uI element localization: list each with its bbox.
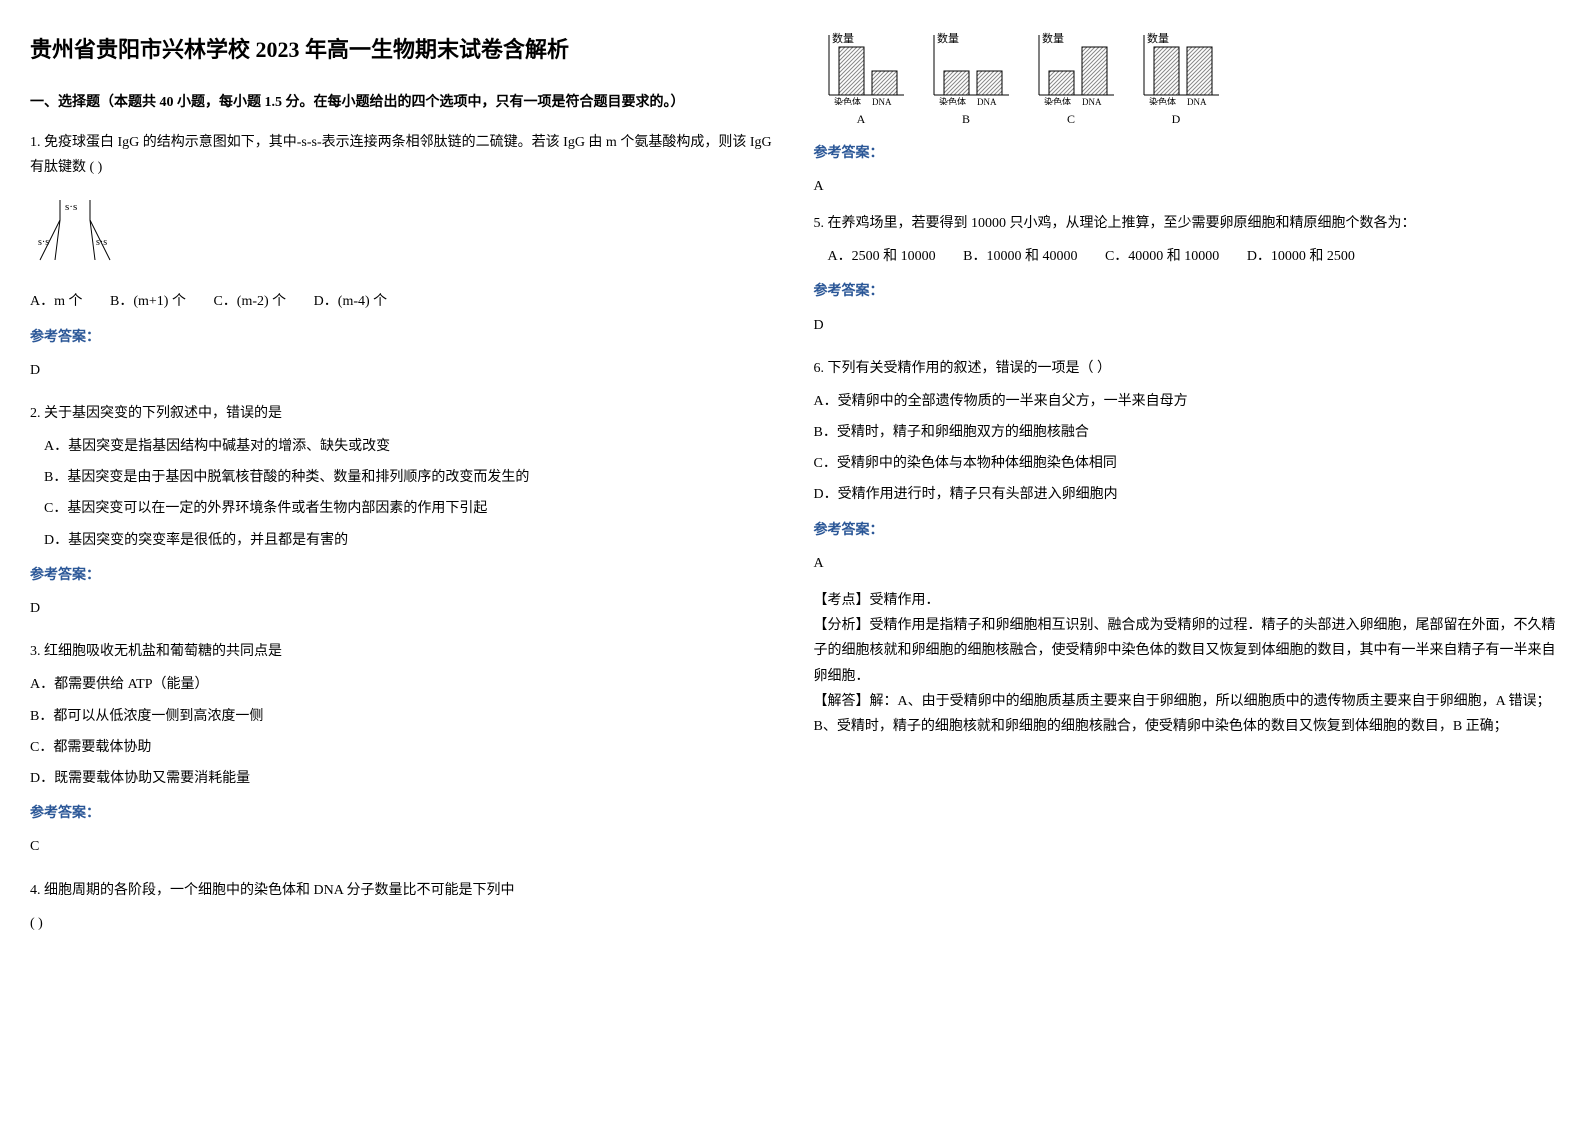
q2-optB: B．基因突变是由于基因中脱氧核苷酸的种类、数量和排列顺序的改变而发生的 [30, 465, 774, 490]
q6-jieda2: B、受精时，精子的细胞核就和卵细胞的细胞核融合，使受精卵中染色体的数目又恢复到体… [814, 714, 1558, 739]
q6-jieda1: 【解答】解：A、由于受精卵中的细胞质基质主要来自于卵细胞，所以细胞质中的遗传物质… [814, 689, 1558, 714]
q5-optC: C．40000 和 10000 [1105, 244, 1219, 269]
svg-text:s·s: s·s [38, 237, 49, 248]
q4-charts: 数量 染色体 DNA A 数量 [814, 30, 1558, 131]
svg-text:染色体: 染色体 [1149, 96, 1176, 105]
q6-kaodian: 【考点】受精作用． [814, 588, 1558, 613]
q2-text: 2. 关于基因突变的下列叙述中，错误的是 [30, 401, 774, 426]
chart-B-svg: 数量 染色体 DNA [919, 30, 1014, 105]
fenxi-label: 【分析】 [814, 618, 870, 633]
q6-text: 6. 下列有关受精作用的叙述，错误的一项是（ ） [814, 356, 1558, 381]
page-container: 贵州省贵阳市兴林学校 2023 年高一生物期末试卷含解析 一、选择题（本题共 4… [30, 30, 1557, 944]
q3-answer-label: 参考答案： [30, 801, 774, 826]
q6-optC: C．受精卵中的染色体与本物种体细胞染色体相同 [814, 451, 1558, 476]
svg-text:数量: 数量 [1147, 32, 1169, 45]
question-1: 1. 免疫球蛋白 IgG 的结构示意图如下，其中-s-s-表示连接两条相邻肽链的… [30, 130, 774, 383]
q5-optB: B．10000 和 40000 [963, 244, 1077, 269]
chart-B: 数量 染色体 DNA B [919, 30, 1014, 131]
chart-D-svg: 数量 染色体 DNA [1129, 30, 1224, 105]
fenxi-text: 受精作用是指精子和卵细胞相互识别、融合成为受精卵的过程．精子的头部进入卵细胞，尾… [814, 618, 1556, 683]
q6-answer: A [814, 551, 1558, 576]
q1-answer-label: 参考答案： [30, 325, 774, 350]
svg-text:染色体: 染色体 [1044, 96, 1071, 105]
section-1-heading: 一、选择题（本题共 40 小题，每小题 1.5 分。在每小题给出的四个选项中，只… [30, 90, 774, 115]
svg-text:DNA: DNA [977, 97, 997, 105]
kaodian-label: 【考点】 [814, 593, 870, 608]
question-3: 3. 红细胞吸收无机盐和葡萄糖的共同点是 A．都需要供给 ATP（能量） B．都… [30, 639, 774, 859]
svg-text:DNA: DNA [1187, 97, 1207, 105]
q5-answer: D [814, 313, 1558, 338]
q2-optD: D．基因突变的突变率是很低的，并且都是有害的 [30, 528, 774, 553]
q6-optB: B．受精时，精子和卵细胞双方的细胞核融合 [814, 420, 1558, 445]
q4-text2: ( ) [30, 911, 774, 936]
q1-optB: B．(m+1) 个 [110, 289, 186, 314]
chart-C: 数量 染色体 DNA C [1024, 30, 1119, 131]
svg-text:染色体: 染色体 [939, 96, 966, 105]
right-column: 数量 染色体 DNA A 数量 [814, 30, 1558, 944]
q4-answer: A [814, 174, 1558, 199]
svg-text:s·s: s·s [96, 237, 107, 248]
svg-text:s·s: s·s [65, 201, 77, 213]
q1-optA: A．m 个 [30, 289, 83, 314]
question-5: 5. 在养鸡场里，若要得到 10000 只小鸡，从理论上推算，至少需要卵原细胞和… [814, 211, 1558, 338]
svg-text:染色体: 染色体 [834, 96, 861, 105]
chart-A: 数量 染色体 DNA A [814, 30, 909, 131]
q6-answer-label: 参考答案： [814, 518, 1558, 543]
chart-C-label: C [1024, 109, 1119, 131]
kaodian-text: 受精作用． [870, 593, 940, 608]
svg-text:数量: 数量 [832, 32, 854, 45]
q2-answer: D [30, 596, 774, 621]
q6-fenxi: 【分析】受精作用是指精子和卵细胞相互识别、融合成为受精卵的过程．精子的头部进入卵… [814, 613, 1558, 689]
chart-B-label: B [919, 109, 1014, 131]
q2-answer-label: 参考答案： [30, 563, 774, 588]
q1-answer: D [30, 358, 774, 383]
jieda1-text: 解：A、由于受精卵中的细胞质基质主要来自于卵细胞，所以细胞质中的遗传物质主要来自… [870, 694, 1551, 709]
q5-text: 5. 在养鸡场里，若要得到 10000 只小鸡，从理论上推算，至少需要卵原细胞和… [814, 211, 1558, 236]
svg-text:数量: 数量 [937, 32, 959, 45]
q1-optD: D．(m-4) 个 [314, 289, 388, 314]
q3-optA: A．都需要供给 ATP（能量） [30, 672, 774, 697]
q3-optC: C．都需要载体协助 [30, 735, 774, 760]
igg-diagram: s·s s·s s·s [30, 190, 774, 279]
q5-answer-label: 参考答案： [814, 279, 1558, 304]
q6-optD: D．受精作用进行时，精子只有头部进入卵细胞内 [814, 482, 1558, 507]
chart-A-svg: 数量 染色体 DNA [814, 30, 909, 105]
q3-optD: D．既需要载体协助又需要消耗能量 [30, 766, 774, 791]
q5-options: A．2500 和 10000 B．10000 和 40000 C．40000 和… [814, 244, 1558, 269]
q3-optB: B．都可以从低浓度一侧到高浓度一侧 [30, 704, 774, 729]
q4-text1: 4. 细胞周期的各阶段，一个细胞中的染色体和 DNA 分子数量比不可能是下列中 [30, 878, 774, 903]
q6-optA: A．受精卵中的全部遗传物质的一半来自父方，一半来自母方 [814, 389, 1558, 414]
q2-options: A．基因突变是指基因结构中碱基对的增添、缺失或改变 B．基因突变是由于基因中脱氧… [30, 434, 774, 553]
q5-optD: D．10000 和 2500 [1247, 244, 1355, 269]
q3-answer: C [30, 834, 774, 859]
svg-text:DNA: DNA [872, 97, 892, 105]
jieda-label: 【解答】 [814, 694, 870, 709]
chart-A-label: A [814, 109, 909, 131]
q1-options: A．m 个 B．(m+1) 个 C．(m-2) 个 D．(m-4) 个 [30, 289, 774, 314]
q6-options: A．受精卵中的全部遗传物质的一半来自父方，一半来自母方 B．受精时，精子和卵细胞… [814, 389, 1558, 508]
q5-optA: A．2500 和 10000 [814, 244, 936, 269]
left-column: 贵州省贵阳市兴林学校 2023 年高一生物期末试卷含解析 一、选择题（本题共 4… [30, 30, 774, 944]
question-6: 6. 下列有关受精作用的叙述，错误的一项是（ ） A．受精卵中的全部遗传物质的一… [814, 356, 1558, 739]
exam-title: 贵州省贵阳市兴林学校 2023 年高一生物期末试卷含解析 [30, 30, 774, 70]
chart-D-label: D [1129, 109, 1224, 131]
q2-optC: C．基因突变可以在一定的外界环境条件或者生物内部因素的作用下引起 [30, 496, 774, 521]
q2-optA: A．基因突变是指基因结构中碱基对的增添、缺失或改变 [30, 434, 774, 459]
question-2: 2. 关于基因突变的下列叙述中，错误的是 A．基因突变是指基因结构中碱基对的增添… [30, 401, 774, 621]
chart-D: 数量 染色体 DNA D [1129, 30, 1224, 131]
q3-options: A．都需要供给 ATP（能量） B．都可以从低浓度一侧到高浓度一侧 C．都需要载… [30, 672, 774, 791]
q1-text: 1. 免疫球蛋白 IgG 的结构示意图如下，其中-s-s-表示连接两条相邻肽链的… [30, 130, 774, 180]
q3-text: 3. 红细胞吸收无机盐和葡萄糖的共同点是 [30, 639, 774, 664]
q1-optC: C．(m-2) 个 [213, 289, 286, 314]
svg-text:数量: 数量 [1042, 32, 1064, 45]
svg-text:DNA: DNA [1082, 97, 1102, 105]
q4-answer-label: 参考答案： [814, 141, 1558, 166]
chart-C-svg: 数量 染色体 DNA [1024, 30, 1119, 105]
